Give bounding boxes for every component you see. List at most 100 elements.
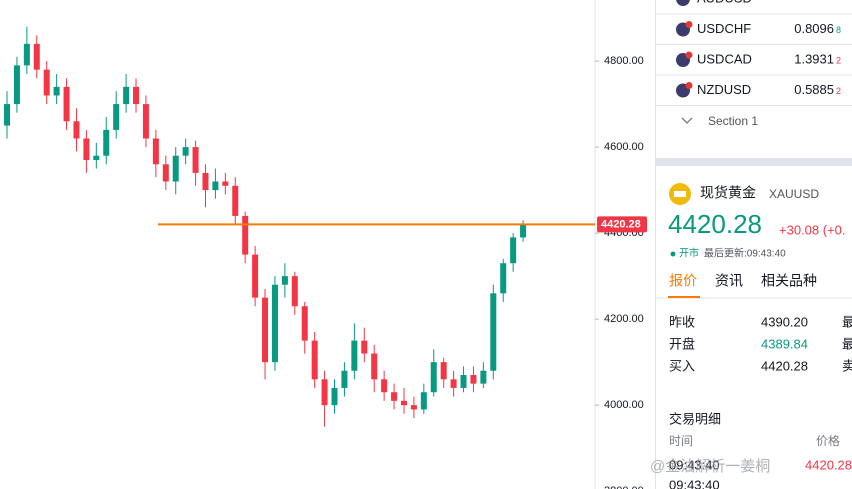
candle-body bbox=[420, 392, 427, 410]
candle-body bbox=[63, 86, 70, 122]
candle-body bbox=[53, 86, 60, 96]
candle-body bbox=[83, 138, 90, 160]
stat-label-2: 最 bbox=[842, 336, 852, 351]
trades-time-header: 时间 bbox=[669, 434, 693, 448]
candle-body bbox=[450, 379, 457, 388]
candle-body bbox=[232, 185, 239, 216]
status-dot bbox=[670, 251, 676, 257]
candle-body bbox=[470, 375, 477, 384]
candle-body bbox=[13, 65, 20, 105]
candle-body bbox=[103, 129, 110, 156]
candle-body bbox=[520, 224, 527, 238]
stat-value: 4389.84 bbox=[761, 336, 808, 351]
last-update: 最后更新:09:43:40 bbox=[704, 247, 786, 260]
stat-label: 买入 bbox=[669, 358, 695, 373]
candle-body bbox=[440, 362, 447, 380]
candle-body bbox=[510, 237, 517, 264]
candle-body bbox=[371, 353, 378, 380]
candle-body bbox=[212, 181, 219, 191]
candle-body bbox=[341, 370, 348, 388]
trades-title: 交易明细 bbox=[669, 411, 721, 426]
trade-time: 09:43:40 bbox=[669, 477, 720, 489]
candle-body bbox=[242, 215, 249, 255]
y-tick-label: 4800.00 bbox=[604, 55, 644, 67]
trades-price-header: 价格 bbox=[816, 433, 840, 448]
candle-body bbox=[123, 86, 130, 105]
candle-body bbox=[133, 86, 140, 105]
flag-badge bbox=[685, 21, 693, 28]
price-label: 4420.28 bbox=[601, 218, 641, 230]
candle-body bbox=[93, 155, 100, 160]
candle-body bbox=[172, 155, 179, 182]
symbol[interactable]: NZDUSD bbox=[697, 82, 751, 97]
stat-label-2: 卖 bbox=[842, 358, 852, 373]
stat-value: 4390.20 bbox=[761, 314, 808, 329]
tab[interactable]: 资讯 bbox=[715, 273, 743, 289]
section-divider bbox=[656, 158, 852, 166]
candle-body bbox=[162, 164, 169, 182]
section-label[interactable]: Section 1 bbox=[708, 114, 758, 128]
icon-bar bbox=[674, 191, 686, 197]
trade-time: 09:43:40 bbox=[669, 457, 720, 472]
candle-body bbox=[281, 276, 288, 285]
candle-body bbox=[222, 181, 229, 186]
candle-body bbox=[331, 387, 338, 406]
candle-body bbox=[351, 340, 358, 371]
tab[interactable]: 相关品种 bbox=[761, 273, 817, 289]
flag-badge bbox=[685, 51, 693, 59]
last-price: 4420.28 bbox=[668, 209, 762, 239]
symbol[interactable]: AUDUSD bbox=[697, 0, 752, 5]
candle-body bbox=[33, 43, 40, 70]
candle-body bbox=[500, 263, 507, 294]
y-tick-label: 4000.00 bbox=[604, 399, 644, 411]
symbol-code: XAUUSD bbox=[769, 187, 819, 201]
candle-body bbox=[113, 104, 120, 130]
candle-body bbox=[192, 147, 199, 173]
stat-label: 开盘 bbox=[669, 336, 695, 351]
symbol[interactable]: USDCAD bbox=[697, 51, 752, 66]
candle-body bbox=[152, 138, 159, 165]
flag bbox=[676, 0, 690, 6]
y-tick-label: 3800.00 bbox=[604, 485, 644, 489]
tab-underline bbox=[668, 296, 700, 298]
candle-body bbox=[142, 104, 149, 139]
flag-badge bbox=[685, 82, 693, 89]
candle-body bbox=[381, 379, 388, 393]
candle-body bbox=[202, 172, 209, 191]
symbol-name: 现货黄金 bbox=[700, 185, 756, 201]
candle-body bbox=[391, 392, 398, 401]
market-status: 开市 bbox=[679, 247, 699, 260]
candle-body bbox=[43, 69, 50, 96]
candle-body bbox=[182, 147, 189, 156]
symbol[interactable]: USDCHF bbox=[697, 21, 751, 36]
sidebar bbox=[655, 0, 852, 489]
tab[interactable]: 报价 bbox=[669, 273, 697, 289]
candle-body bbox=[321, 379, 328, 406]
candle-body bbox=[460, 375, 467, 388]
candle-body bbox=[73, 121, 80, 139]
stat-label-2: 最 bbox=[842, 314, 852, 329]
candle-body bbox=[490, 293, 497, 371]
chevron[interactable] bbox=[681, 117, 693, 124]
price: 1.3931 bbox=[794, 51, 834, 66]
y-tick-label: 4600.00 bbox=[604, 141, 644, 153]
candle-body bbox=[301, 306, 308, 341]
candle-body bbox=[410, 405, 417, 410]
candle-body bbox=[291, 276, 298, 307]
stat-label: 昨收 bbox=[669, 314, 695, 329]
y-tick-label: 4200.00 bbox=[604, 313, 644, 325]
candle-body bbox=[430, 362, 437, 393]
price-label-box bbox=[597, 216, 647, 233]
price-digit: 2 bbox=[836, 55, 841, 65]
candle-body bbox=[311, 340, 318, 380]
candle-body bbox=[4, 104, 10, 126]
price-change: +30.08 (+0. bbox=[779, 222, 846, 237]
watermark: @金油解析一姜桐 bbox=[650, 458, 770, 475]
price-digit: 8 bbox=[836, 25, 841, 35]
candle-body bbox=[262, 297, 269, 363]
stat-value: 4420.28 bbox=[761, 358, 808, 373]
candle-body bbox=[23, 43, 30, 66]
price: 0.8096 bbox=[794, 21, 834, 36]
price-digit: 2 bbox=[836, 86, 841, 96]
